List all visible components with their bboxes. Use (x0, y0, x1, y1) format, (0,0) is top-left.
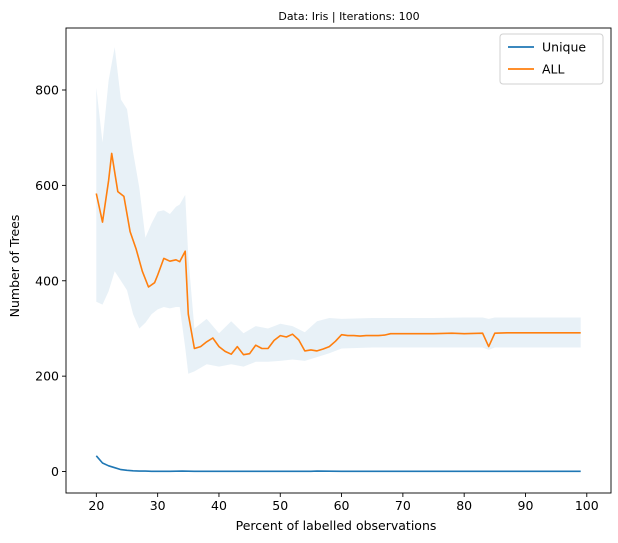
x-tick-label: 90 (518, 498, 534, 513)
x-tick-label: 40 (211, 498, 227, 513)
x-axis-label: Percent of labelled observations (236, 518, 437, 533)
x-tick-label: 80 (456, 498, 472, 513)
y-tick-label: 600 (35, 178, 59, 193)
y-tick-label: 800 (35, 83, 59, 98)
y-tick-label: 200 (35, 369, 59, 384)
series-line-all (95, 152, 581, 356)
series-line-unique (95, 455, 581, 473)
x-tick-label: 70 (395, 498, 411, 513)
plot-area: 20 30 40 50 60 70 80 90 100 0 200 400 600 800 Unique AL… (35, 27, 612, 513)
legend-label-unique: Unique (542, 40, 586, 55)
y-tick-label: 400 (35, 273, 59, 288)
y-axis-label: Number of Trees (7, 215, 22, 318)
legend-label-all: ALL (542, 62, 565, 77)
x-tick-label: 100 (575, 498, 599, 513)
x-tick-label: 30 (150, 498, 166, 513)
x-tick-label: 60 (334, 498, 350, 513)
chart-title: Data: Iris | Iterations: 100 (278, 10, 419, 23)
x-tick-label: 20 (88, 498, 104, 513)
confidence-band-0 (96, 47, 581, 374)
x-tick-label: 50 (272, 498, 288, 513)
y-tick-label: 0 (51, 464, 59, 479)
axes-frame (65, 27, 612, 494)
